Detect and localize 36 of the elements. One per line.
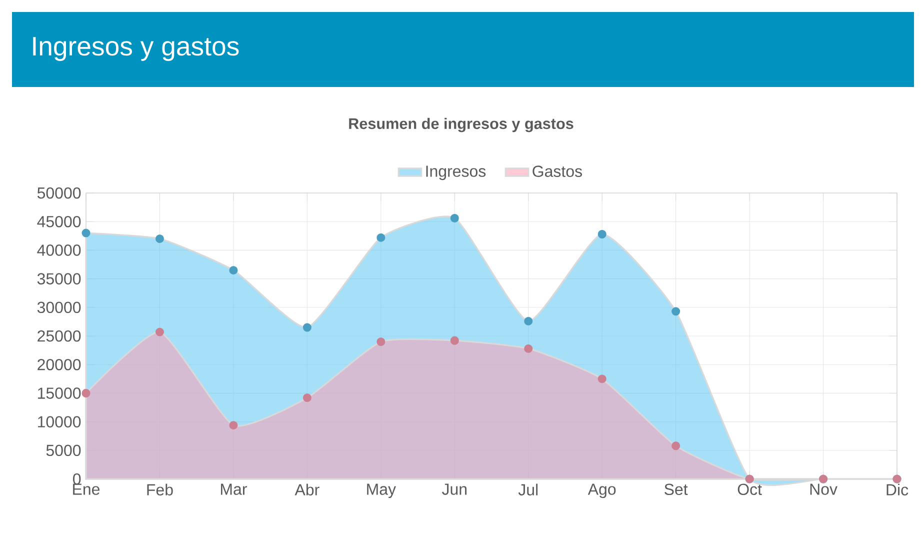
y-tick-label: 20000 bbox=[38, 358, 81, 370]
x-tick-label: Set bbox=[664, 484, 688, 496]
x-tick-label: Jul bbox=[518, 484, 538, 496]
point bbox=[376, 233, 386, 242]
y-tick-label: 25000 bbox=[38, 330, 81, 342]
x-tick-label: Oct bbox=[738, 484, 762, 496]
x-tick-label: Mar bbox=[221, 484, 247, 495]
x-tick-label: Feb bbox=[147, 484, 173, 496]
x-tick-label: Ene bbox=[73, 484, 100, 495]
y-tick-label: 45000 bbox=[37, 216, 81, 228]
x-tick-label: Jun bbox=[442, 484, 466, 495]
y-tick-label: 30000 bbox=[37, 302, 81, 314]
y-tick-label: 5000 bbox=[46, 444, 81, 456]
legend-label: Ingresos bbox=[426, 166, 486, 180]
x-tick-label: Dic bbox=[886, 484, 908, 496]
point bbox=[229, 266, 238, 274]
point bbox=[598, 230, 606, 238]
x-tick-label: May bbox=[367, 484, 396, 498]
point bbox=[302, 323, 312, 332]
y-tick-label: 0 bbox=[73, 473, 81, 485]
chart-subtitle: Resumen de ingresos y gastos bbox=[349, 118, 574, 132]
point bbox=[82, 228, 90, 238]
point bbox=[450, 214, 459, 222]
point bbox=[672, 307, 680, 316]
point bbox=[524, 316, 533, 326]
x-tick-label: Ago bbox=[588, 484, 616, 498]
point bbox=[155, 234, 164, 244]
y-tick-label: 10000 bbox=[38, 416, 81, 428]
x-tick-label: Abr bbox=[294, 484, 320, 496]
x-tick-label: Nov bbox=[810, 484, 838, 495]
y-tick-label: 50000 bbox=[37, 187, 81, 199]
y-tick-label: 40000 bbox=[37, 244, 81, 256]
chart-title: Ingresos y gastos bbox=[33, 37, 239, 61]
y-tick-label: 15000 bbox=[38, 388, 81, 399]
legend-label: Gastos bbox=[532, 166, 582, 177]
y-tick-label: 35000 bbox=[37, 273, 81, 284]
